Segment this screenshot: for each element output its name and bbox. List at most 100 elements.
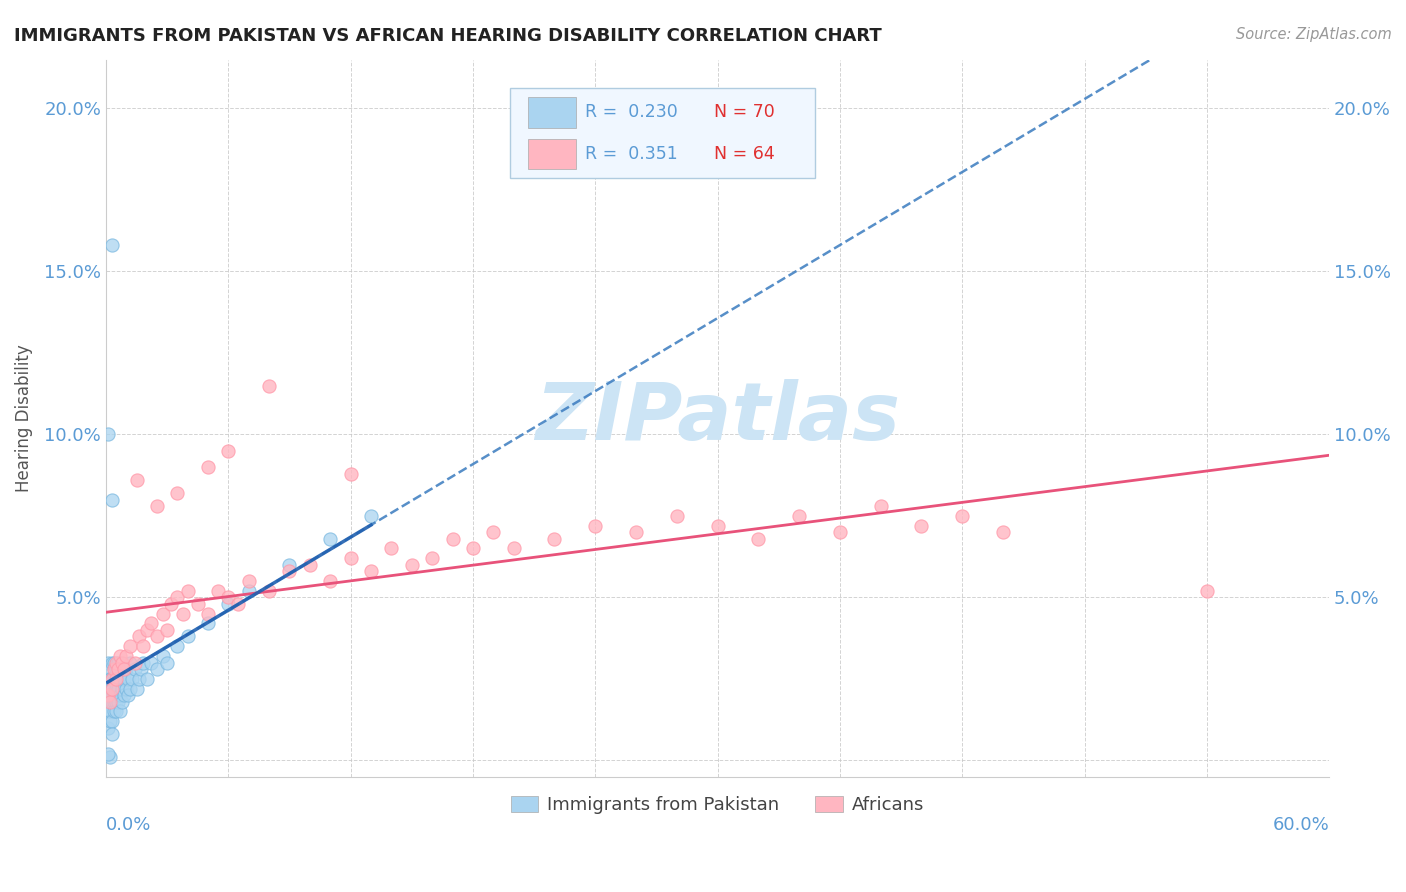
Point — [319, 574, 342, 588]
Point — [131, 656, 153, 670]
Point — [166, 640, 188, 654]
Point — [441, 532, 464, 546]
Point — [482, 525, 505, 540]
Point — [98, 714, 121, 729]
Point — [115, 681, 138, 696]
Point — [98, 662, 121, 676]
Point — [991, 525, 1014, 540]
Point — [101, 681, 124, 696]
Point — [112, 662, 135, 676]
Point — [105, 672, 128, 686]
Point — [217, 443, 239, 458]
Point — [624, 525, 647, 540]
Point — [112, 688, 135, 702]
Point — [97, 688, 120, 702]
Point — [217, 591, 239, 605]
Point — [146, 630, 169, 644]
Text: N = 70: N = 70 — [714, 103, 775, 121]
Point — [101, 672, 124, 686]
Point — [146, 499, 169, 513]
Text: 0.0%: 0.0% — [105, 816, 152, 834]
FancyBboxPatch shape — [529, 97, 575, 128]
Point — [238, 574, 260, 588]
Point — [98, 672, 121, 686]
Point — [97, 721, 120, 735]
Point — [97, 656, 120, 670]
Point — [105, 681, 128, 696]
Point — [128, 672, 150, 686]
Point — [97, 747, 120, 761]
Point — [107, 695, 129, 709]
Point — [152, 648, 174, 663]
Point — [139, 616, 162, 631]
Text: N = 64: N = 64 — [714, 145, 775, 162]
Point — [187, 597, 209, 611]
Point — [105, 656, 128, 670]
Point — [101, 656, 124, 670]
Point — [129, 662, 152, 676]
Point — [257, 378, 280, 392]
Point — [101, 695, 124, 709]
Point — [110, 672, 132, 686]
Point — [115, 662, 138, 676]
Point — [747, 532, 769, 546]
Point — [97, 705, 120, 719]
Point — [135, 672, 157, 686]
Point — [107, 656, 129, 670]
Point — [105, 705, 128, 719]
Point — [105, 662, 128, 676]
Point — [115, 648, 138, 663]
Point — [103, 688, 125, 702]
Point — [339, 467, 361, 481]
Point — [706, 518, 728, 533]
Point — [111, 681, 134, 696]
Point — [120, 656, 142, 670]
Point — [360, 564, 382, 578]
Text: ZIPatlas: ZIPatlas — [536, 379, 900, 457]
Text: Source: ZipAtlas.com: Source: ZipAtlas.com — [1236, 27, 1392, 42]
Point — [103, 662, 125, 676]
Point — [111, 662, 134, 676]
Point — [197, 607, 219, 621]
Point — [103, 656, 125, 670]
Point — [117, 672, 139, 686]
Legend: Immigrants from Pakistan, Africans: Immigrants from Pakistan, Africans — [503, 789, 931, 822]
Point — [583, 518, 606, 533]
FancyBboxPatch shape — [529, 138, 575, 169]
Point — [197, 460, 219, 475]
Point — [98, 705, 121, 719]
Point — [98, 695, 121, 709]
Point — [172, 607, 194, 621]
Point — [117, 688, 139, 702]
Point — [156, 656, 179, 670]
Point — [950, 508, 973, 523]
Point — [135, 623, 157, 637]
Point — [103, 695, 125, 709]
Point — [125, 681, 148, 696]
Point — [166, 591, 188, 605]
Point — [97, 672, 120, 686]
Point — [101, 714, 124, 729]
Point — [124, 662, 146, 676]
Point — [160, 597, 183, 611]
Text: IMMIGRANTS FROM PAKISTAN VS AFRICAN HEARING DISABILITY CORRELATION CHART: IMMIGRANTS FROM PAKISTAN VS AFRICAN HEAR… — [14, 27, 882, 45]
Point — [298, 558, 321, 572]
Point — [207, 583, 229, 598]
Point — [120, 681, 142, 696]
Point — [278, 558, 301, 572]
Point — [238, 583, 260, 598]
Point — [146, 662, 169, 676]
Point — [339, 551, 361, 566]
Point — [111, 695, 134, 709]
Point — [97, 688, 120, 702]
Point — [110, 648, 132, 663]
Point — [869, 499, 891, 513]
Point — [543, 532, 565, 546]
Point — [166, 486, 188, 500]
Point — [107, 662, 129, 676]
Point — [461, 541, 484, 556]
Point — [101, 238, 124, 252]
Point — [360, 508, 382, 523]
Point — [121, 672, 143, 686]
Point — [101, 672, 124, 686]
